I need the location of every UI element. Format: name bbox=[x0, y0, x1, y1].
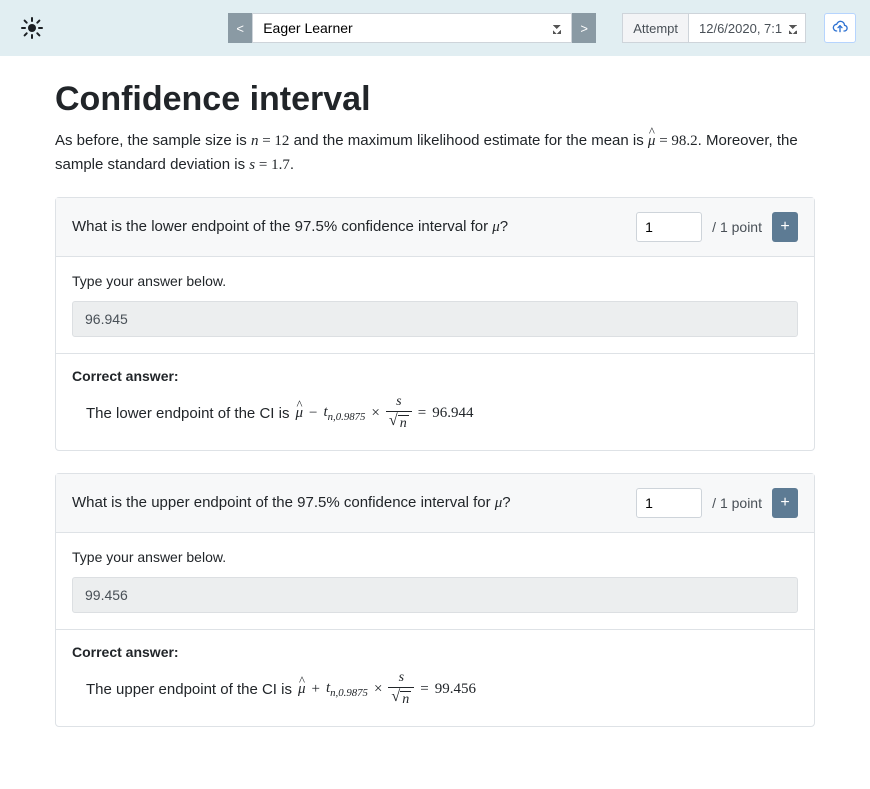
question-header: What is the upper endpoint of the 97.5% … bbox=[56, 474, 814, 533]
score-max: / 1 point bbox=[712, 219, 762, 235]
topbar: < Eager Learner > Attempt 12/6/2020, 7:1 bbox=[0, 0, 870, 56]
score-input[interactable] bbox=[636, 488, 702, 518]
question-prompt: What is the upper endpoint of the 97.5% … bbox=[72, 494, 511, 512]
question-header: What is the lower endpoint of the 97.5% … bbox=[56, 198, 814, 257]
attempt-group: Attempt 12/6/2020, 7:1 bbox=[622, 13, 806, 43]
formula: The upper endpoint of the CI is μ + tn,0… bbox=[72, 670, 798, 708]
question-card-1: What is the lower endpoint of the 97.5% … bbox=[55, 197, 815, 451]
score-max: / 1 point bbox=[712, 495, 762, 511]
correct-answer-section: Correct answer: The upper endpoint of th… bbox=[56, 629, 814, 726]
student-answer: 96.945 bbox=[72, 301, 798, 337]
student-answer: 99.456 bbox=[72, 577, 798, 613]
upload-cloud-icon bbox=[832, 19, 848, 38]
sync-button[interactable] bbox=[824, 13, 856, 43]
question-body: Type your answer below. 96.945 bbox=[56, 257, 814, 353]
correct-answer-label: Correct answer: bbox=[72, 644, 798, 660]
correct-answer-section: Correct answer: The lower endpoint of th… bbox=[56, 353, 814, 450]
question-body: Type your answer below. 99.456 bbox=[56, 533, 814, 629]
type-answer-label: Type your answer below. bbox=[72, 549, 798, 565]
prev-student-button[interactable]: < bbox=[228, 13, 252, 43]
question-prompt: What is the lower endpoint of the 97.5% … bbox=[72, 218, 508, 236]
type-answer-label: Type your answer below. bbox=[72, 273, 798, 289]
add-comment-button[interactable]: + bbox=[772, 212, 798, 242]
add-comment-button[interactable]: + bbox=[772, 488, 798, 518]
student-nav: < Eager Learner > bbox=[228, 13, 596, 43]
intro-text: As before, the sample size is n = 12 and… bbox=[55, 129, 815, 177]
score-input[interactable] bbox=[636, 212, 702, 242]
question-card-2: What is the upper endpoint of the 97.5% … bbox=[55, 473, 815, 727]
content: Confidence interval As before, the sampl… bbox=[55, 56, 815, 789]
page-title: Confidence interval bbox=[55, 80, 815, 119]
attempt-select[interactable]: 12/6/2020, 7:1 bbox=[689, 13, 806, 43]
student-select[interactable]: Eager Learner bbox=[252, 13, 572, 43]
correct-answer-label: Correct answer: bbox=[72, 368, 798, 384]
next-student-button[interactable]: > bbox=[572, 13, 596, 43]
formula: The lower endpoint of the CI is μ − tn,0… bbox=[72, 394, 798, 432]
sun-icon bbox=[20, 16, 44, 40]
attempt-label: Attempt bbox=[622, 13, 689, 43]
